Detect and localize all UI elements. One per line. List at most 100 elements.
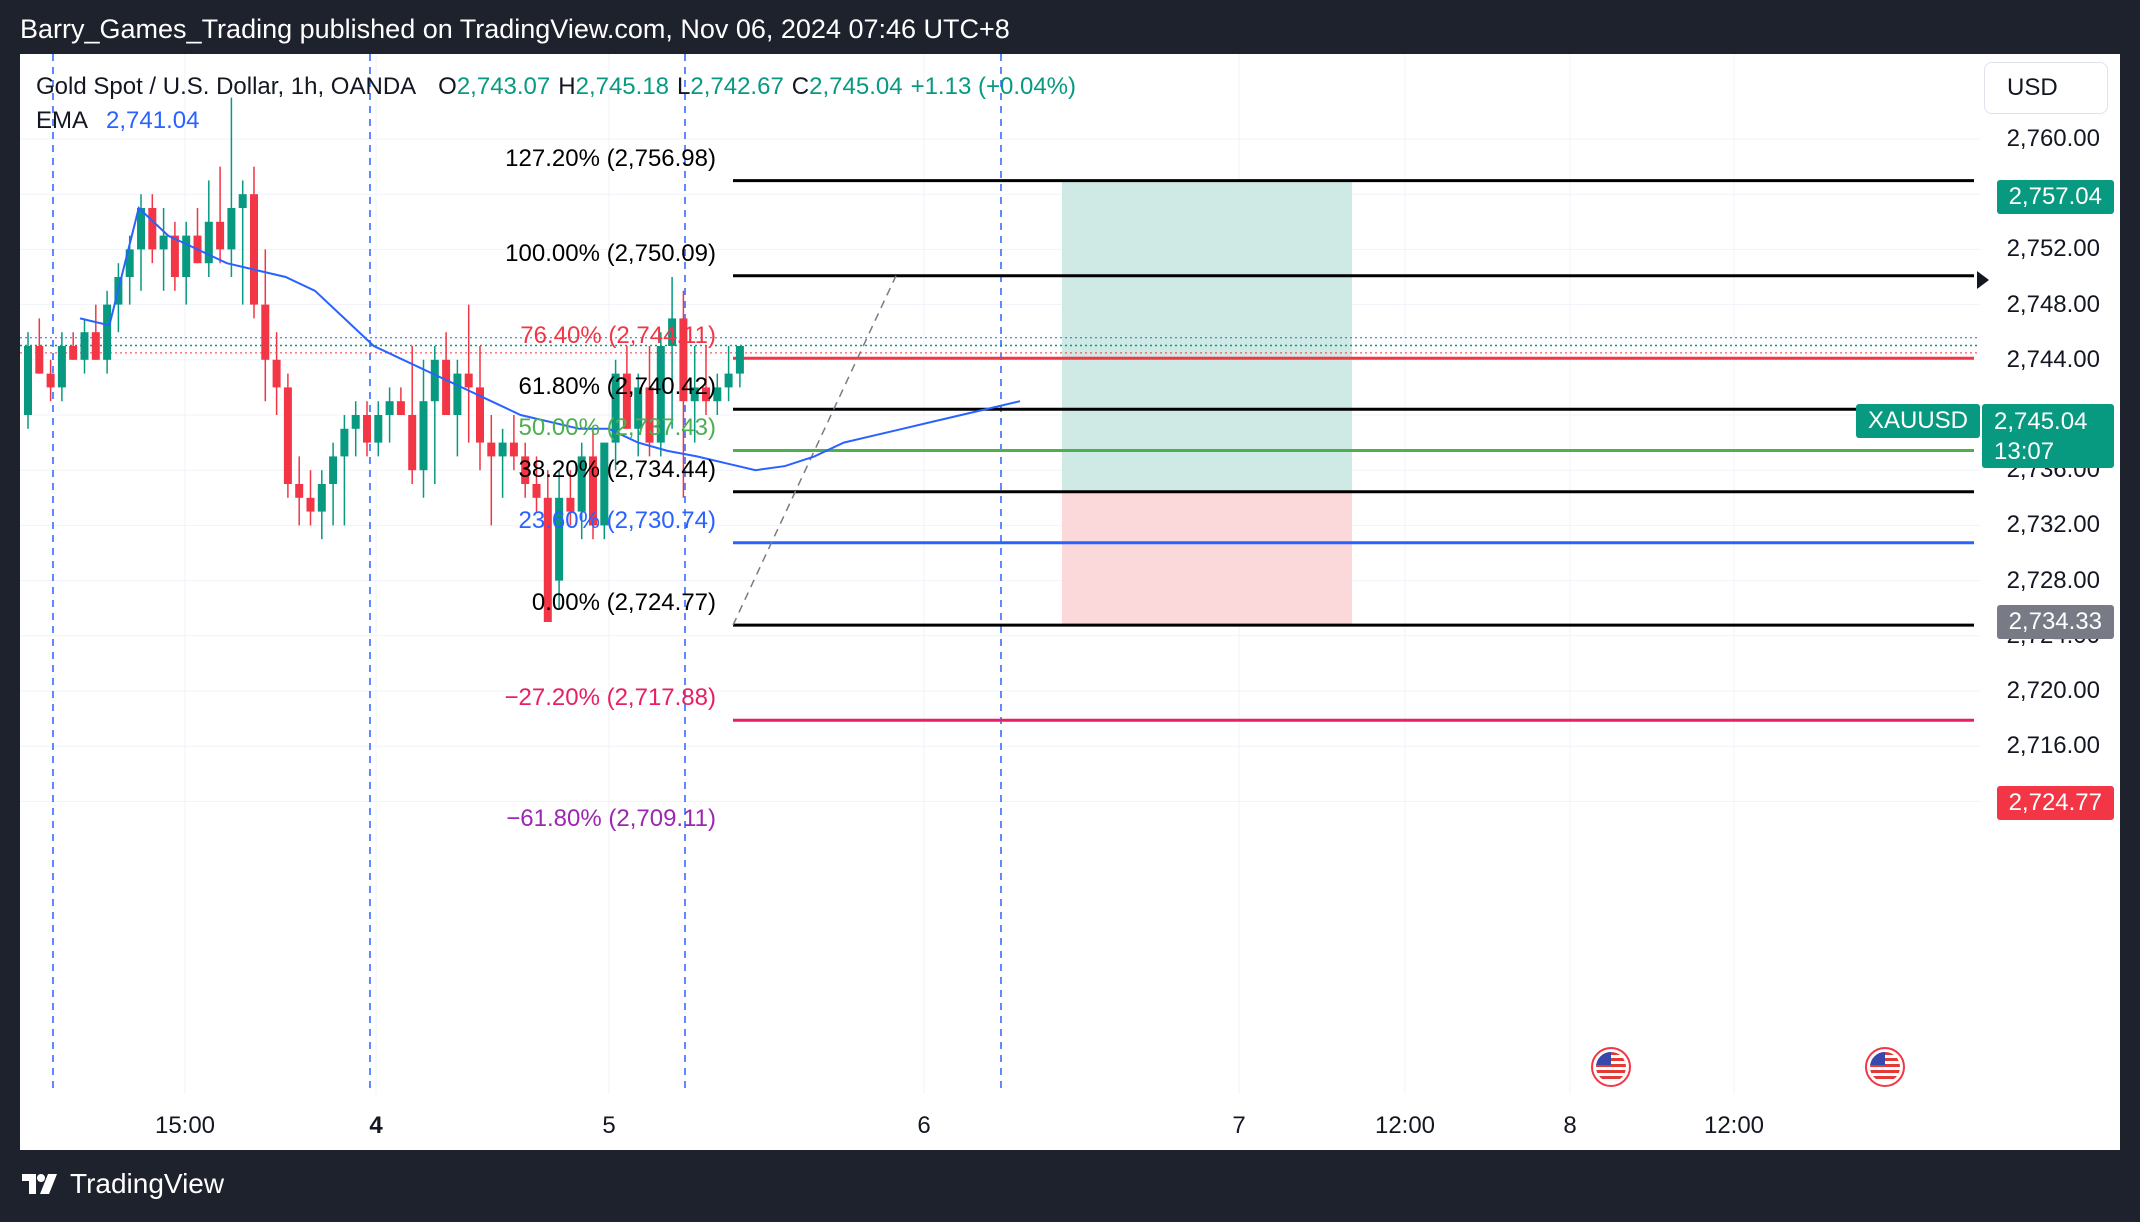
current-price-value: 2,745.04 [1994,408,2088,435]
fib-level-label: −61.80% (2,709.11) [506,805,716,833]
candle-body [724,373,733,388]
publish-info: Barry_Games_Trading published on Trading… [20,14,1010,44]
chart-area[interactable]: Gold Spot / U.S. Dollar, 1h, OANDA O 2,74… [20,54,2120,1150]
candle-body [419,401,428,471]
ema-line [79,206,1021,472]
candle-body [408,415,417,471]
candle-body [713,387,722,402]
candle-body [182,235,191,277]
candle-body [80,332,89,360]
candle-body [283,387,292,484]
open-label: O [438,73,457,100]
fib-level-label: 38.20% (2,734.44) [518,455,716,483]
candle-body [272,359,281,388]
candle-body [509,442,518,457]
time-axis-label: 5 [602,1112,616,1139]
candle-body [159,235,168,250]
fib-level-label: 50.00% (2,737.43) [518,414,716,442]
price-axis-label: 2,744.00 [2006,345,2100,373]
candle-body [532,484,541,498]
candle-body [690,387,699,402]
candle-body [227,208,236,250]
candle-body [125,249,134,277]
candle-body [566,497,575,512]
candle-body [385,401,394,415]
target-price-tag: 2,757.04 [1996,180,2114,214]
candle-body [35,346,44,374]
fib-level-label: 76.40% (2,744.11) [520,322,716,350]
time-axis-label: 7 [1232,1112,1246,1139]
candle-body [396,401,405,415]
candle-body [476,387,484,443]
price-axis-label: 2,760.00 [2006,125,2100,152]
candle-body [170,235,179,277]
us-flag-event-icon[interactable] [1591,1047,1631,1087]
time-axis-label: 12:00 [1703,1112,1765,1139]
ema-label[interactable]: EMA [36,107,89,134]
price-chart[interactable] [20,54,2120,1150]
scroll-to-realtime-arrow-icon[interactable] [1977,271,1989,289]
candle-body [250,194,258,305]
candle-body [103,304,112,360]
symbol-tag: XAUUSD [1855,404,1980,438]
candle-body [634,387,643,429]
price-axis-label: 2,720.00 [2006,677,2100,704]
candle-body [702,387,710,402]
candle-body [453,373,462,415]
price-axis-label: 2,732.00 [2006,511,2100,539]
symbol-title[interactable]: Gold Spot / U.S. Dollar, 1h, OANDA [36,73,417,100]
candle-body [204,221,213,264]
fib-level-label: 23.60% (2,730.74) [518,506,716,534]
candle-body [317,484,326,512]
candle-body [600,442,609,526]
us-flag-event-icon-2[interactable] [1865,1047,1905,1087]
time-axis-label: 4 [369,1112,383,1139]
tradingview-logo-icon [22,1174,57,1194]
candle-body [363,415,371,443]
candle-body [464,373,473,388]
current-price-tag: 2,745.04 13:07 [1982,404,2114,468]
candle-body [295,484,304,498]
candle-body [645,387,654,443]
candle-body [329,456,338,484]
candle-body [57,346,66,388]
currency-button[interactable]: USD [1984,62,2108,114]
candle-body [46,373,55,388]
candle-body [137,208,145,250]
close-value: 2,745.04 [809,73,903,100]
candle-body [679,318,688,402]
candle-body [340,428,349,457]
candle-body [351,415,360,429]
high-label: H [558,73,576,100]
close-label: C [791,73,810,100]
candle-body [589,456,597,526]
candle-body [656,346,665,443]
candle-body [24,346,32,415]
candle-body [487,442,496,457]
candle-body [238,194,247,208]
price-axis-label: 2,728.00 [2006,566,2100,594]
candle-body [69,346,78,360]
ema-value: 2,741.04 [106,107,200,134]
time-axis-label: 6 [917,1112,931,1139]
time-axis-label: 12:00 [1374,1112,1436,1139]
change-value: +1.13 (+0.04%) [910,73,1077,100]
candle-body [216,221,225,250]
candle-body [261,304,270,360]
profit-zone [1062,179,1352,494]
candle-body [543,497,552,622]
candle-body [521,456,530,484]
candle-body [430,359,439,402]
fib-level-label: 61.80% (2,740.42) [518,373,716,401]
fib-level-label: 0.00% (2,724.77) [531,589,716,617]
low-value: 2,742.67 [690,73,784,100]
tradingview-logo[interactable]: TradingView [20,1168,224,1200]
candle-body [306,497,315,512]
candle-body [498,442,507,457]
publish-header: Barry_Games_Trading published on Trading… [0,0,2140,54]
tradingview-brand: TradingView [70,1168,225,1199]
candle-body [577,456,586,512]
fib-level-label: 127.20% (2,756.98) [505,144,716,172]
footer-bar: TradingView [0,1150,2140,1222]
candle-body [374,415,383,443]
